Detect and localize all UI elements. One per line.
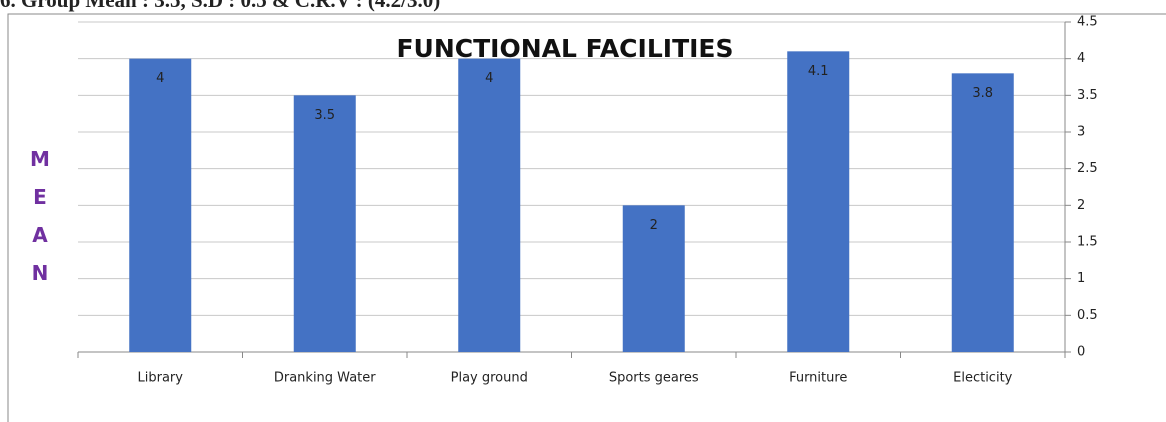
data-label: 4.1 xyxy=(808,64,829,79)
y-tick-label: 0.5 xyxy=(1077,308,1098,323)
y-tick-label: 2.5 xyxy=(1077,161,1098,176)
data-label: 3.5 xyxy=(314,108,335,123)
x-tick-label: Library xyxy=(138,371,184,386)
chart-title: FUNCTIONAL FACILITIES xyxy=(396,34,733,63)
x-tick-label: Furniture xyxy=(789,371,847,386)
x-tick-label: Electicity xyxy=(953,371,1013,386)
data-label: 2 xyxy=(650,218,658,233)
y-tick-label: 0 xyxy=(1077,345,1085,360)
y-tick-label: 4 xyxy=(1077,51,1085,66)
data-label: 4 xyxy=(485,71,493,86)
chart-frame xyxy=(7,13,1166,422)
bar xyxy=(951,73,1014,352)
data-label: 3.8 xyxy=(972,86,993,101)
y-tick-label: 2 xyxy=(1077,198,1085,213)
y-tick-label: 4.5 xyxy=(1077,15,1098,30)
bar xyxy=(787,51,850,352)
bar xyxy=(622,205,685,352)
x-tick-label: Dranking Water xyxy=(274,371,376,386)
bar xyxy=(458,58,521,353)
y-tick-label: 3.5 xyxy=(1077,88,1098,103)
x-tick-label: Sports geares xyxy=(609,371,699,386)
header-text: 6. Group Mean : 3.5, S.D : 0.5 & C.R.V :… xyxy=(0,0,440,12)
y-tick-label: 1 xyxy=(1077,271,1085,286)
x-tick-label: Play ground xyxy=(451,371,528,386)
y-tick-label: 1.5 xyxy=(1077,235,1098,250)
y-tick-label: 3 xyxy=(1077,125,1085,140)
bar xyxy=(293,95,356,352)
data-label: 4 xyxy=(156,71,164,86)
bar xyxy=(129,58,192,353)
